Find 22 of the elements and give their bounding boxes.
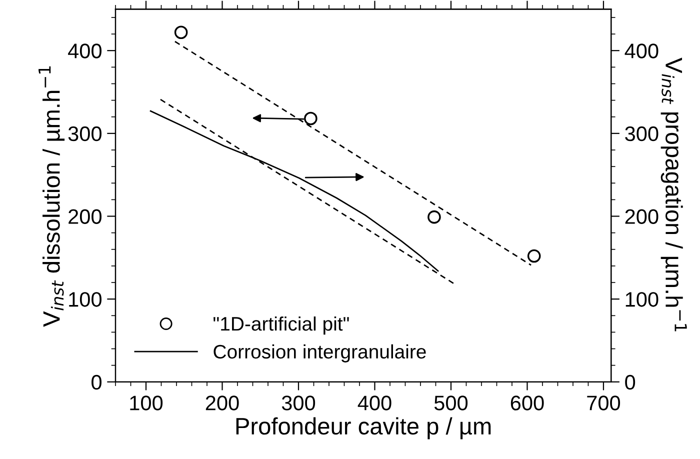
y2-tick-label: 200 [625,209,658,224]
x-tick-label: 100 [130,396,163,410]
x-tick-label: 300 [282,396,316,410]
x-tick-label: 200 [206,396,239,410]
y2-tick-label: 100 [626,292,658,307]
legend-label: "1D-artificial pit" [214,316,349,335]
x-axis-title: Profondeur cavite p / µm [236,417,491,440]
x-tick-label: 400 [358,396,392,410]
y-tick-label: 100 [69,292,102,307]
y-tick-label: 400 [68,44,102,58]
y-tick-label: 200 [68,209,102,224]
x-tick-label: 600 [510,396,544,410]
y-axis-title: V$_{inst}$ dissolution / µm.h$^{−1}$ [38,66,65,327]
x-tick-label: 500 [434,396,468,410]
y-tick-label: 300 [68,126,102,142]
y-tick-label: 0 [92,374,102,390]
y2-tick-label: 0 [625,374,636,390]
y2-tick-label: 400 [624,44,658,58]
y2-tick-label: 300 [625,126,658,142]
x-tick-label: 700 [587,396,620,410]
legend-label: Corrosion intergranulaire [214,344,426,362]
y2-axis-title: V$_{inst}$ propagation / µm.h$^{−1}$ [660,58,687,332]
